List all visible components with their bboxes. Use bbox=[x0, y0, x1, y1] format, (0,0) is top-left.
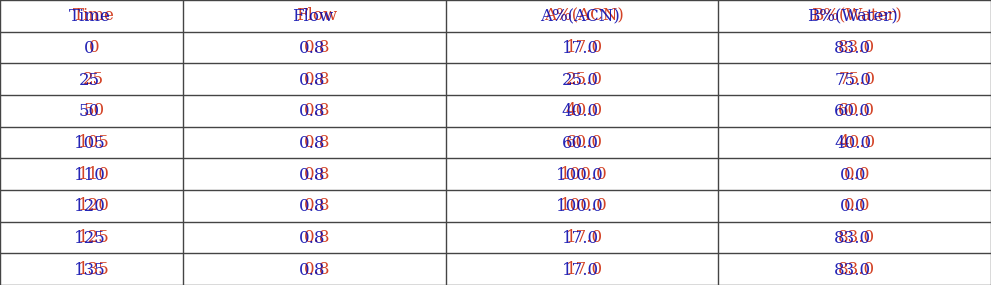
Text: 17.0: 17.0 bbox=[562, 262, 599, 279]
Text: 75.0: 75.0 bbox=[834, 72, 871, 89]
Text: 105: 105 bbox=[73, 135, 105, 152]
Text: 40.0: 40.0 bbox=[834, 135, 871, 152]
Text: 17.0: 17.0 bbox=[566, 229, 603, 246]
Text: 25: 25 bbox=[79, 72, 100, 89]
Text: 83.0: 83.0 bbox=[834, 40, 871, 57]
Text: 0.0: 0.0 bbox=[843, 197, 870, 214]
Text: 125: 125 bbox=[78, 229, 110, 246]
Text: 60.0: 60.0 bbox=[562, 135, 599, 152]
Text: 83.0: 83.0 bbox=[834, 262, 871, 279]
Text: 50: 50 bbox=[83, 102, 104, 119]
Text: B%(Water): B%(Water) bbox=[812, 7, 902, 24]
Text: 125: 125 bbox=[73, 230, 105, 247]
Text: 0.0: 0.0 bbox=[839, 198, 866, 215]
Text: 105: 105 bbox=[78, 134, 110, 151]
Text: 135: 135 bbox=[78, 261, 110, 278]
Text: 0.8: 0.8 bbox=[299, 135, 326, 152]
Text: 17.0: 17.0 bbox=[566, 39, 603, 56]
Text: B%(Water): B%(Water) bbox=[808, 8, 898, 25]
Text: 0.8: 0.8 bbox=[299, 198, 326, 215]
Text: 0.8: 0.8 bbox=[303, 261, 330, 278]
Text: 0.8: 0.8 bbox=[303, 229, 330, 246]
Text: 83.0: 83.0 bbox=[834, 230, 871, 247]
Text: 0: 0 bbox=[84, 40, 95, 57]
Text: 0: 0 bbox=[88, 39, 99, 56]
Text: 0.8: 0.8 bbox=[303, 71, 330, 88]
Text: 17.0: 17.0 bbox=[566, 261, 603, 278]
Text: 100.0: 100.0 bbox=[561, 197, 608, 214]
Text: 0.8: 0.8 bbox=[299, 40, 326, 57]
Text: 17.0: 17.0 bbox=[562, 230, 599, 247]
Text: 25.0: 25.0 bbox=[562, 72, 599, 89]
Text: 83.0: 83.0 bbox=[838, 261, 875, 278]
Text: 0.0: 0.0 bbox=[843, 166, 870, 183]
Text: Time: Time bbox=[72, 7, 115, 24]
Text: 0.8: 0.8 bbox=[303, 134, 330, 151]
Text: 100.0: 100.0 bbox=[556, 198, 604, 215]
Text: 40.0: 40.0 bbox=[562, 103, 599, 120]
Text: Time: Time bbox=[68, 8, 111, 25]
Text: 50: 50 bbox=[79, 103, 100, 120]
Text: 0.8: 0.8 bbox=[299, 262, 326, 279]
Text: 135: 135 bbox=[73, 262, 105, 279]
Text: 60.0: 60.0 bbox=[566, 134, 603, 151]
Text: 0.8: 0.8 bbox=[299, 167, 326, 184]
Text: 25.0: 25.0 bbox=[566, 71, 603, 88]
Text: 0.8: 0.8 bbox=[303, 102, 330, 119]
Text: A%(ACN): A%(ACN) bbox=[540, 8, 620, 25]
Text: 25: 25 bbox=[83, 71, 104, 88]
Text: 60.0: 60.0 bbox=[838, 102, 875, 119]
Text: 0.8: 0.8 bbox=[303, 197, 330, 214]
Text: 0.0: 0.0 bbox=[839, 167, 866, 184]
Text: 60.0: 60.0 bbox=[834, 103, 871, 120]
Text: 83.0: 83.0 bbox=[838, 39, 875, 56]
Text: 120: 120 bbox=[73, 198, 105, 215]
Text: Flow: Flow bbox=[296, 7, 337, 24]
Text: 110: 110 bbox=[78, 166, 110, 183]
Text: 0.8: 0.8 bbox=[303, 39, 330, 56]
Text: 17.0: 17.0 bbox=[562, 40, 599, 57]
Text: 0.8: 0.8 bbox=[299, 72, 326, 89]
Text: 110: 110 bbox=[73, 167, 105, 184]
Text: Flow: Flow bbox=[292, 8, 333, 25]
Text: 100.0: 100.0 bbox=[556, 167, 604, 184]
Text: 0.8: 0.8 bbox=[299, 230, 326, 247]
Text: 40.0: 40.0 bbox=[838, 134, 875, 151]
Text: A%(ACN): A%(ACN) bbox=[544, 7, 624, 24]
Text: 75.0: 75.0 bbox=[838, 71, 875, 88]
Text: 120: 120 bbox=[78, 197, 110, 214]
Text: 0.8: 0.8 bbox=[303, 166, 330, 183]
Text: 40.0: 40.0 bbox=[566, 102, 603, 119]
Text: 100.0: 100.0 bbox=[561, 166, 608, 183]
Text: 0.8: 0.8 bbox=[299, 103, 326, 120]
Text: 83.0: 83.0 bbox=[838, 229, 875, 246]
